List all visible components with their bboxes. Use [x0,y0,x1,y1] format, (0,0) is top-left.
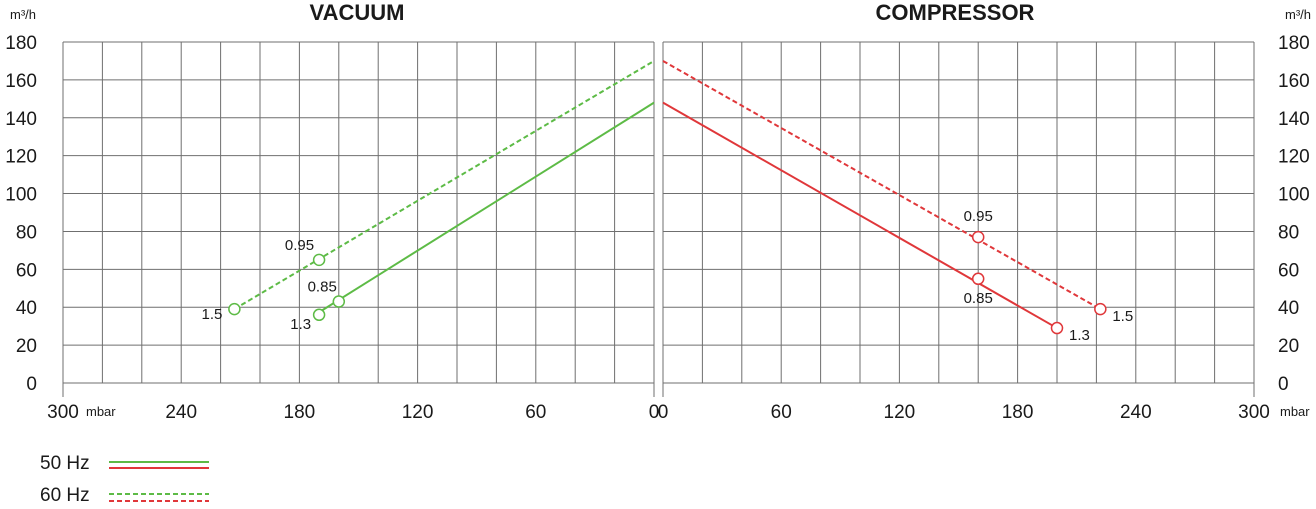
data-point-marker [332,295,346,308]
data-point-marker [1094,302,1107,316]
y-tick-label: 20 [1278,336,1299,357]
compressor-panel: 0 20 40 60 80 100 120 140 160 180 0 60 120 180 240 300 0… [658,33,1310,423]
y-tick-label: 180 [1278,33,1310,54]
data-point-label: 0.95 [964,208,993,225]
legend-label-60hz: 60 Hz [40,485,90,506]
data-point-label: 1.3 [290,316,311,333]
y-tick-label: 100 [5,185,37,206]
vacuum-title: VACUUM [310,0,405,25]
y-tick-label: 40 [1278,298,1299,319]
y-tick-label: 100 [1278,185,1310,206]
y-tick-label: 80 [16,222,37,243]
y-tick-label: 0 [1278,374,1289,395]
y-tick-label: 180 [5,33,37,54]
x-unit-right: mbar [1280,404,1310,419]
x-tick-label: 300 [1238,402,1270,423]
compressor-title: COMPRESSOR [876,0,1035,25]
data-point-label: 1.5 [1112,308,1133,325]
x-tick-label: 120 [884,402,916,423]
data-point-label: 1.3 [1069,327,1090,344]
data-point-marker [228,302,241,316]
data-point-label: 1.5 [202,306,223,323]
x-tick-label: 0 [658,402,669,423]
legend: 50 Hz 60 Hz [40,453,209,506]
data-point-marker [1050,321,1064,335]
y-tick-label: 140 [1278,109,1310,130]
y-tick-label: 140 [5,109,37,130]
y-unit-left: m³/h [10,7,36,22]
x-tick-label: 60 [771,402,792,423]
y-tick-label: 120 [5,147,37,168]
x-tick-label: 240 [1120,402,1152,423]
x-tick-label: 0 [649,402,660,423]
data-point-marker [971,230,985,244]
data-point-label: 0.85 [964,290,993,307]
x-tick-label: 180 [284,402,316,423]
data-point-label: 0.85 [308,279,337,296]
data-point-label: 0.95 [285,237,314,254]
y-tick-label: 120 [1278,147,1310,168]
y-tick-label: 60 [16,260,37,281]
y-unit-right: m³/h [1285,7,1311,22]
y-tick-label: 160 [1278,71,1310,92]
x-tick-label: 60 [525,402,546,423]
x-tick-label: 120 [402,402,434,423]
y-tick-label: 160 [5,71,37,92]
x-tick-label: 180 [1002,402,1034,423]
series-line-60hz-dashed [662,60,1101,310]
y-tick-label: 20 [16,336,37,357]
series-line-60hz-dashed [233,60,655,310]
x-unit-left: mbar [86,404,116,419]
y-tick-label: 0 [26,374,37,395]
data-point-marker [971,272,985,286]
x-tick-label: 240 [165,402,197,423]
series-line-50hz-solid [320,101,655,312]
data-point-marker [312,253,326,267]
y-tick-label: 60 [1278,260,1299,281]
y-tick-label: 80 [1278,222,1299,243]
series-line-50hz-solid [662,101,1058,329]
x-tick-label: 300 [47,402,79,423]
vacuum-panel: 0 20 40 60 80 100 120 140 160 180 300 240 180 120 60 0 0… [5,33,659,423]
data-point-marker [312,308,326,322]
y-tick-label: 40 [16,298,37,319]
legend-label-50hz: 50 Hz [40,453,90,474]
